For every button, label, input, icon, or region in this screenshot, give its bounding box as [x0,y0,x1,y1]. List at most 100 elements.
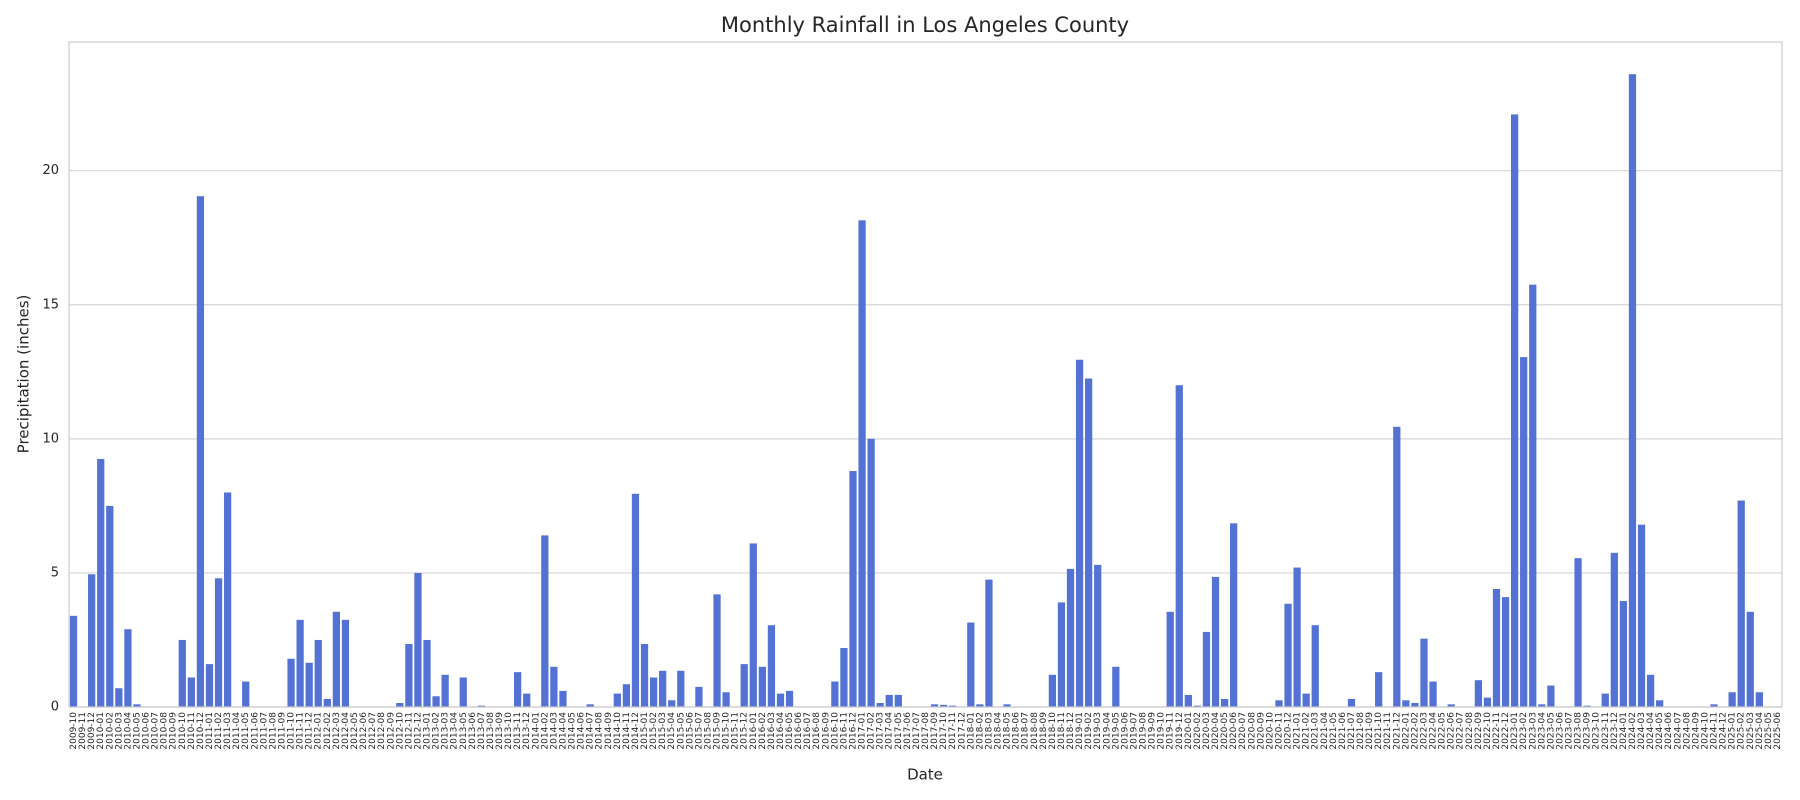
x-tick-label: 2019-11 [1166,712,1176,750]
x-tick-label: 2023-09 [1583,712,1593,750]
bar [1646,674,1655,707]
x-tick-label: 2020-01 [1184,712,1194,750]
y-tick-label: 10 [42,431,59,446]
x-tick-label: 2016-01 [749,712,759,750]
bar [550,666,558,707]
x-tick-label: 2023-02 [1519,712,1529,750]
x-tick-label: 2015-10 [722,712,732,750]
x-tick-label: 2018-08 [1030,712,1040,750]
bar [187,677,195,707]
x-tick-label: 2018-06 [1012,712,1022,750]
x-tick-label: 2022-01 [1401,712,1411,750]
bar [1420,638,1428,707]
x-tick-label: 2023-05 [1546,712,1556,750]
x-tick-label: 2024-01 [1619,712,1629,750]
x-tick-label: 2021-11 [1383,712,1393,750]
x-tick-label: 2023-10 [1592,712,1602,750]
x-tick-label: 2021-05 [1329,712,1339,750]
bar [1211,576,1220,707]
bar [1737,500,1745,707]
bar [1710,704,1718,707]
bar [659,670,667,707]
x-tick-label: 2022-07 [1456,712,1466,750]
bar [69,615,78,707]
bar [1048,674,1057,707]
x-tick-label: 2011-04 [232,712,242,750]
bar [432,696,440,707]
x-tick-label: 2016-09 [821,712,831,750]
bar [88,574,96,707]
x-tick-label: 2009-12 [87,712,97,750]
bar [1202,631,1211,707]
bar [586,704,594,707]
x-tick-label: 2024-08 [1682,712,1692,750]
x-tick-label: 2016-02 [758,712,768,750]
bar [1511,114,1519,708]
bar [514,672,522,707]
bar [1375,672,1383,707]
x-tick-label: 2023-01 [1510,712,1520,750]
x-axis-label: Date [907,766,943,784]
bar [976,704,984,707]
x-tick-label: 2017-08 [921,712,931,750]
x-tick-label: 2015-12 [740,712,750,750]
x-tick-label: 2017-12 [957,712,967,750]
x-tick-label: 2017-01 [858,712,868,750]
x-tick-label: 2011-10 [287,712,297,750]
bar [1411,702,1419,707]
x-tick-label: 2016-08 [812,712,822,750]
bar [296,619,304,707]
y-tick-label: 20 [42,163,59,178]
bar [133,704,141,707]
x-tick-label: 2019-12 [1175,712,1185,750]
bar [1220,698,1229,707]
x-tick-label: 2023-08 [1574,712,1584,750]
x-tick-label: 2017-09 [930,712,940,750]
y-axis-label: Precipitation (inches) [15,295,33,454]
bar [876,702,884,707]
x-tick-label: 2024-05 [1655,712,1665,750]
x-tick-label: 2014-02 [540,712,550,750]
bar [1574,558,1582,707]
bar [749,543,757,707]
x-tick-label: 2024-07 [1673,712,1683,750]
bar [1429,681,1437,707]
x-tick-label: 2015-05 [676,712,686,750]
x-tick-label: 2019-06 [1120,712,1130,750]
x-tick-label: 2013-02 [432,712,442,750]
bar [840,648,848,707]
x-tick-label: 2010-07 [151,712,161,750]
x-tick-label: 2012-03 [332,712,342,750]
x-tick-label: 2014-07 [586,712,596,750]
bar [722,692,730,707]
x-tick-label: 2020-08 [1247,712,1257,750]
x-tick-label: 2023-11 [1601,712,1611,750]
x-tick-label: 2010-06 [142,712,152,750]
bar [242,681,250,707]
x-tick-label: 2010-03 [114,712,124,750]
bar [713,594,721,707]
x-tick-label: 2017-05 [894,712,904,750]
bar [1601,693,1609,707]
bar [622,684,631,707]
bar [1619,601,1628,707]
x-tick-label: 2024-12 [1719,712,1729,750]
x-tick-label: 2017-10 [939,712,949,750]
bar [831,681,839,707]
bar [115,688,123,707]
x-tick-label: 2013-11 [513,712,523,750]
x-tick-label: 2023-07 [1565,712,1575,750]
bar [1112,666,1120,707]
x-tick-label: 2020-12 [1284,712,1294,750]
x-tick-label: 2021-04 [1320,712,1330,750]
x-tick-label: 2018-04 [994,712,1004,750]
x-tick-label: 2025-06 [1773,712,1783,750]
bar [1474,680,1482,707]
bar [1393,426,1401,707]
bar [985,579,993,707]
bar [1284,603,1292,707]
x-tick-label: 2014-06 [577,712,587,750]
x-tick-label: 2022-05 [1438,712,1448,750]
bar [1547,685,1555,707]
